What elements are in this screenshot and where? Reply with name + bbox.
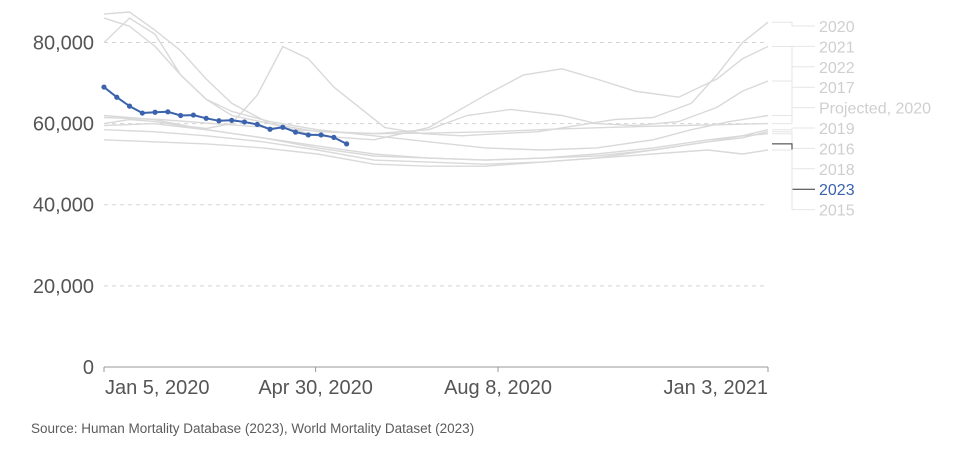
series-line-2015 <box>103 139 769 167</box>
legend-label: 2020 <box>819 19 855 36</box>
data-point <box>344 141 350 147</box>
series-legend: 2020 2021 2022 2017 Projected, 2020 2019 2016 2… <box>772 19 931 220</box>
x-tick-label: Apr 30, 2020 <box>258 377 373 399</box>
y-tick-label: 40,000 <box>33 195 94 217</box>
x-tick-label: Jan 5, 2020 <box>105 377 210 399</box>
legend-connector <box>772 133 815 170</box>
legend-connector <box>772 80 815 88</box>
legend-connector <box>772 127 815 131</box>
legend-connector <box>772 149 815 211</box>
data-point <box>292 129 299 135</box>
legend-connector <box>772 107 815 125</box>
y-axis: 0 20,000 40,000 60,000 80,000 <box>33 32 94 379</box>
series-line-2017 <box>103 17 769 135</box>
data-point <box>305 132 311 138</box>
series-line-Projected, 2020 <box>103 116 769 135</box>
legend-label: 2023 <box>819 182 855 199</box>
legend-label: Projected, 2020 <box>819 101 931 118</box>
y-tick-label: 80,000 <box>33 32 94 54</box>
x-tick-label: Aug 8, 2020 <box>444 377 552 399</box>
data-point <box>139 110 145 116</box>
legend-label: 2021 <box>819 39 855 56</box>
data-point <box>241 119 248 125</box>
data-point <box>331 134 337 140</box>
data-point <box>216 118 222 124</box>
legend-label: 2016 <box>819 141 855 158</box>
data-point <box>114 94 120 100</box>
data-point <box>101 84 107 90</box>
y-tick-label: 20,000 <box>33 276 94 298</box>
x-axis: Jan 5, 2020 Apr 30, 2020 Aug 8, 2020 Jan 3,… <box>103 366 769 399</box>
data-point <box>165 109 171 115</box>
legend-connector <box>772 46 815 68</box>
legend-connector <box>772 143 815 190</box>
y-tick-label: 60,000 <box>33 114 94 136</box>
data-point <box>203 115 209 121</box>
source-note: Source: Human Mortality Database (2023),… <box>31 421 475 436</box>
legend-connector <box>772 131 815 149</box>
data-point <box>152 109 158 115</box>
data-point <box>254 121 260 128</box>
series-line-2022 <box>103 11 769 141</box>
legend-label: 2019 <box>819 121 855 138</box>
y-tick-label: 0 <box>83 357 94 379</box>
legend-label: 2017 <box>819 80 855 97</box>
legend-label: 2015 <box>819 203 855 220</box>
data-point <box>190 112 196 118</box>
background-series-lines <box>103 11 769 167</box>
legend-label: 2022 <box>819 60 855 77</box>
series-line-2018 <box>103 114 769 161</box>
data-point <box>126 103 133 109</box>
highlight-series-lines <box>101 84 350 147</box>
legend-label: 2018 <box>819 162 855 179</box>
data-point <box>280 124 286 130</box>
line-chart: 0 20,000 40,000 60,000 80,000 Jan 5, 2020 Apr… <box>33 11 931 399</box>
series-line-2021 <box>103 17 769 151</box>
legend-connector <box>772 21 815 27</box>
grid-lines <box>104 41 768 287</box>
data-point <box>267 126 273 132</box>
x-tick-label: Jan 3, 2021 <box>663 377 768 399</box>
data-point <box>229 117 235 123</box>
data-point <box>318 132 324 138</box>
data-point <box>178 112 184 119</box>
